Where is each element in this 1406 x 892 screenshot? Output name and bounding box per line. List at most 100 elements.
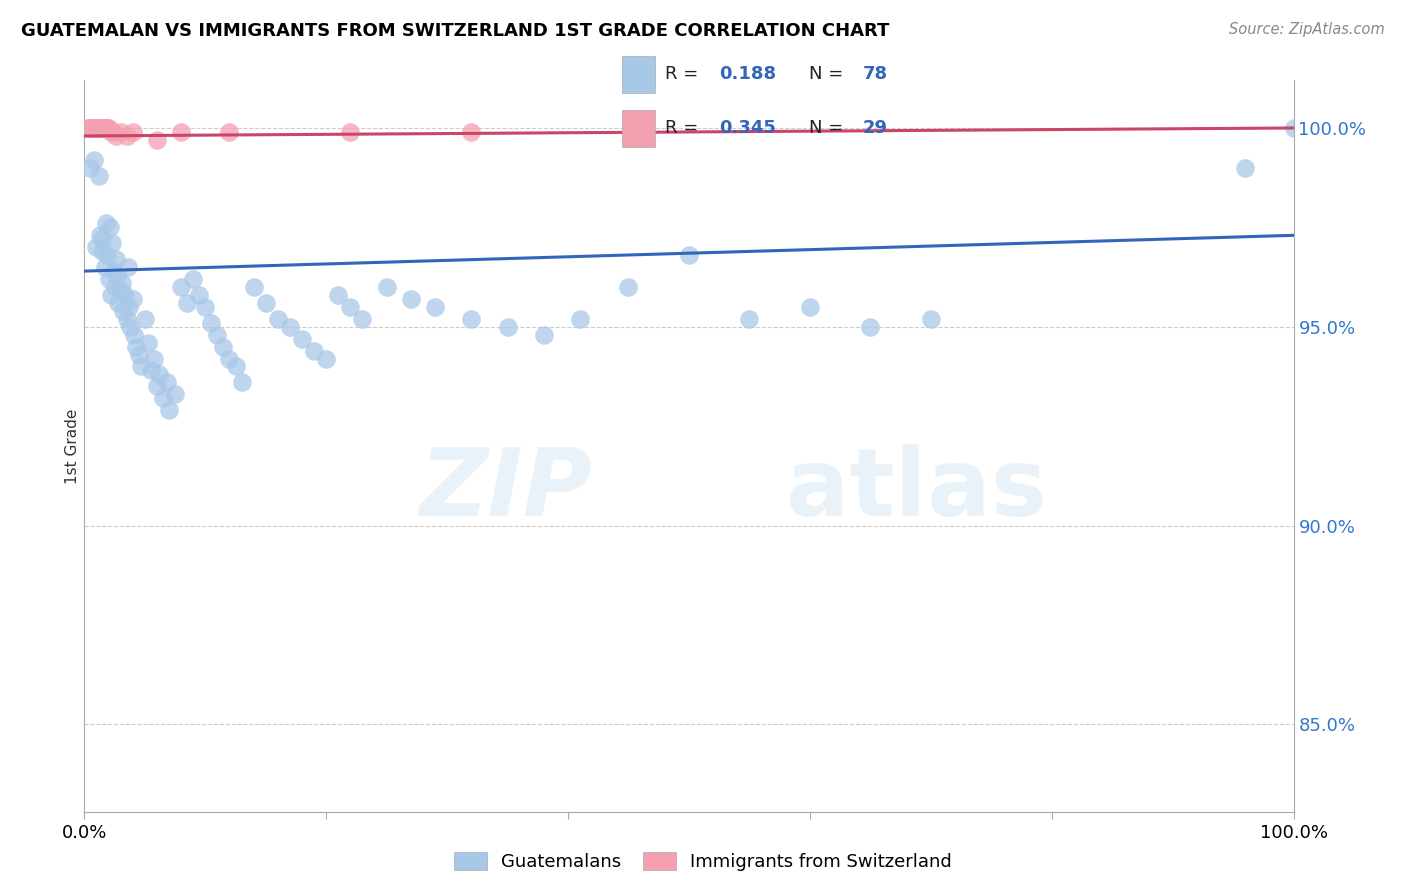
Point — [231, 376, 253, 390]
Point — [207, 327, 229, 342]
Text: N =: N = — [808, 65, 849, 83]
Point — [678, 248, 700, 262]
Point — [104, 252, 127, 267]
Point — [278, 319, 301, 334]
Point — [114, 288, 136, 302]
Point — [165, 387, 187, 401]
Point — [146, 379, 169, 393]
Point — [107, 296, 129, 310]
Point — [117, 260, 139, 274]
Text: R =: R = — [665, 119, 704, 136]
Point — [94, 216, 117, 230]
Point — [423, 300, 446, 314]
Text: 78: 78 — [862, 65, 887, 83]
Point — [101, 236, 124, 251]
Point — [399, 292, 422, 306]
Point — [94, 120, 117, 135]
Point — [115, 311, 138, 326]
Point — [121, 125, 143, 139]
Point — [194, 300, 217, 314]
Point — [242, 280, 264, 294]
Point — [155, 376, 177, 390]
Point — [121, 292, 143, 306]
Point — [83, 153, 105, 167]
Point — [100, 288, 122, 302]
Point — [98, 220, 121, 235]
Point — [138, 335, 160, 350]
Point — [146, 133, 169, 147]
Point — [496, 319, 519, 334]
Point — [100, 125, 122, 139]
Point — [94, 120, 117, 135]
Point — [460, 311, 482, 326]
Point — [96, 248, 118, 262]
Point — [82, 120, 104, 135]
Point — [267, 311, 290, 326]
Point — [97, 120, 120, 135]
Point — [176, 296, 198, 310]
Point — [1234, 161, 1257, 175]
Point — [96, 120, 118, 135]
Point — [77, 120, 100, 135]
Point — [148, 368, 170, 382]
Text: atlas: atlas — [786, 444, 1046, 536]
Point — [139, 363, 162, 377]
Point — [122, 327, 145, 342]
Point — [617, 280, 640, 294]
Point — [799, 300, 821, 314]
Text: R =: R = — [665, 65, 704, 83]
Text: ZIP: ZIP — [419, 444, 592, 536]
Y-axis label: 1st Grade: 1st Grade — [65, 409, 80, 483]
Point — [110, 125, 132, 139]
Point — [291, 332, 314, 346]
Text: GUATEMALAN VS IMMIGRANTS FROM SWITZERLAND 1ST GRADE CORRELATION CHART: GUATEMALAN VS IMMIGRANTS FROM SWITZERLAN… — [21, 22, 890, 40]
Point — [104, 280, 127, 294]
Point — [170, 280, 193, 294]
Point — [110, 284, 132, 298]
Point — [86, 120, 108, 135]
Point — [859, 319, 882, 334]
Point — [89, 228, 111, 243]
Point — [200, 316, 222, 330]
Point — [120, 319, 142, 334]
Point — [218, 351, 240, 366]
Point — [157, 403, 180, 417]
Point — [315, 351, 337, 366]
Legend: Guatemalans, Immigrants from Switzerland: Guatemalans, Immigrants from Switzerland — [447, 845, 959, 879]
Point — [129, 359, 152, 374]
Point — [97, 272, 120, 286]
Point — [143, 351, 166, 366]
Text: N =: N = — [808, 119, 849, 136]
Point — [218, 125, 240, 139]
Point — [112, 303, 135, 318]
Point — [80, 120, 103, 135]
Point — [115, 128, 138, 143]
Point — [134, 311, 156, 326]
Point — [79, 161, 101, 175]
Point — [87, 169, 110, 183]
Point — [79, 120, 101, 135]
Point — [339, 125, 361, 139]
Point — [93, 120, 115, 135]
Point — [86, 240, 108, 254]
Point — [105, 268, 128, 282]
Point — [103, 125, 125, 139]
Text: 0.188: 0.188 — [720, 65, 776, 83]
Point — [89, 120, 111, 135]
Point — [111, 276, 134, 290]
Point — [94, 260, 117, 274]
Point — [118, 300, 141, 314]
Text: Source: ZipAtlas.com: Source: ZipAtlas.com — [1229, 22, 1385, 37]
Point — [91, 244, 114, 259]
Point — [90, 120, 112, 135]
Point — [1282, 120, 1305, 135]
Point — [254, 296, 277, 310]
Point — [352, 311, 374, 326]
Point — [86, 120, 108, 135]
Point — [152, 392, 174, 406]
Point — [569, 311, 592, 326]
Point — [84, 120, 107, 135]
Point — [328, 288, 350, 302]
Point — [181, 272, 204, 286]
Point — [375, 280, 398, 294]
